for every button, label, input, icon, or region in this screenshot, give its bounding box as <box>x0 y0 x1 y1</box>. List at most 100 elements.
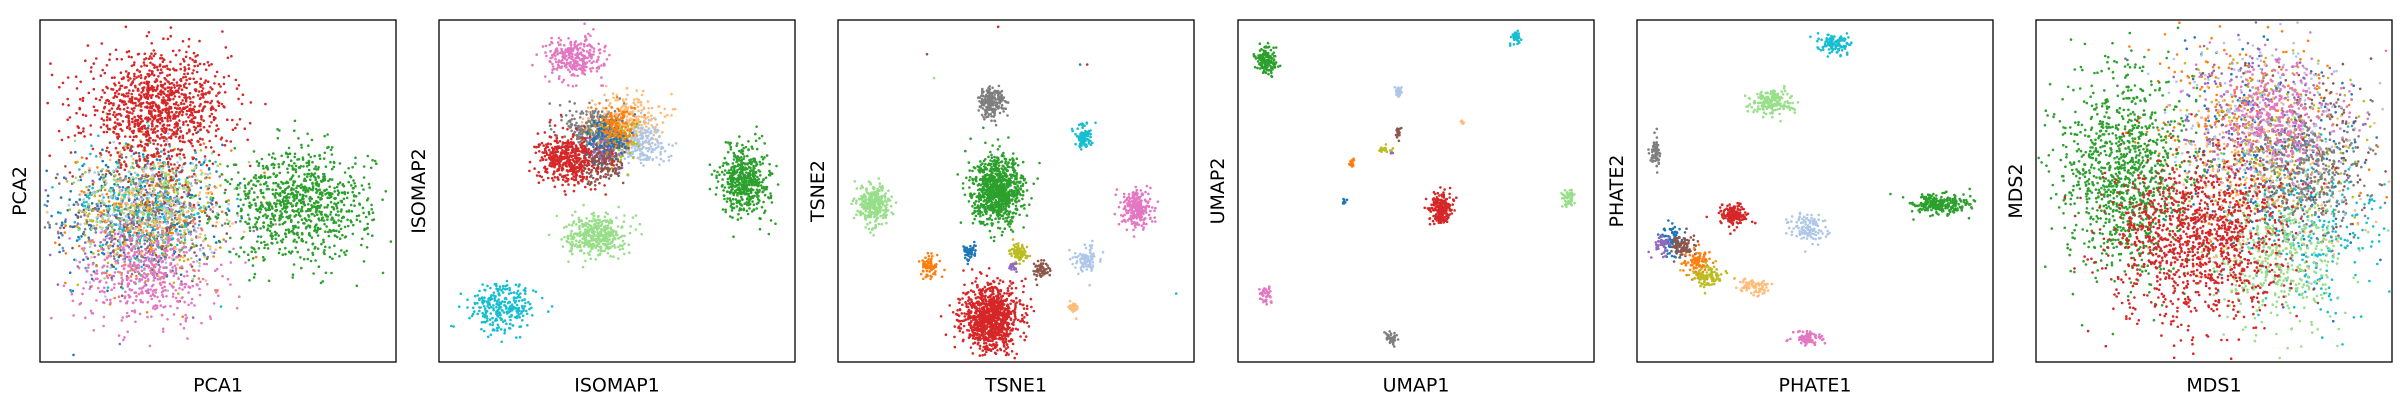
pca-point-cluster-11 <box>119 71 123 74</box>
pca-point-cluster-4 <box>94 207 98 211</box>
pca-point-cluster-2 <box>194 178 197 182</box>
isomap-point-cluster-1 <box>548 124 552 127</box>
pca-point-cluster-11 <box>183 69 186 72</box>
pca-point-cluster-11 <box>188 82 191 86</box>
isomap-point-cluster-0 <box>592 60 595 63</box>
isomap-point-cluster-1 <box>565 122 569 125</box>
pca-point-cluster-10 <box>87 263 90 267</box>
pca-point-cluster-12 <box>369 166 373 170</box>
pca-point-cluster-9 <box>190 257 193 260</box>
pca-point-cluster-2 <box>127 245 131 249</box>
pca-point-cluster-10 <box>127 264 130 268</box>
pca-point-cluster-7 <box>147 196 151 200</box>
pca-point-cluster-11 <box>198 62 202 66</box>
isomap-point-cluster-1 <box>585 110 588 113</box>
pca-point-cluster-11 <box>115 57 119 61</box>
pca-point-cluster-8 <box>160 221 164 224</box>
pca-point-cluster-10 <box>102 315 106 319</box>
pca-point-cluster-0 <box>186 194 189 198</box>
pca-point-cluster-10 <box>145 275 149 278</box>
pca-point-cluster-11 <box>226 56 230 60</box>
pca-point-cluster-9 <box>111 227 114 231</box>
pca-point-cluster-12 <box>338 181 342 184</box>
pca-point-cluster-11 <box>160 71 164 74</box>
pca-point-cluster-11 <box>215 70 219 74</box>
pca-point-cluster-12 <box>370 208 374 211</box>
pca-point-cluster-7 <box>137 198 141 201</box>
pca-point-cluster-12 <box>316 226 320 230</box>
isomap-point-cluster-0 <box>589 34 592 38</box>
pca-point-cluster-0 <box>45 169 48 173</box>
pca-point-cluster-10 <box>220 263 223 267</box>
pca-point-cluster-10 <box>110 274 114 278</box>
pca-point-cluster-10 <box>188 249 191 252</box>
pca-point-cluster-10 <box>90 311 94 315</box>
pca-point-cluster-11 <box>60 138 64 142</box>
pca-point-cluster-12 <box>300 218 304 221</box>
pca-point-cluster-11 <box>146 139 150 142</box>
pca-point-cluster-12 <box>282 195 286 199</box>
pca-point-cluster-10 <box>164 231 168 235</box>
pca-point-cluster-11 <box>140 91 143 94</box>
pca-point-cluster-12 <box>228 250 232 254</box>
pca-point-cluster-12 <box>285 215 288 219</box>
pca-point-cluster-6 <box>156 200 159 204</box>
pca-point-cluster-9 <box>143 177 146 181</box>
pca-point-cluster-10 <box>164 249 167 253</box>
pca-point-cluster-12 <box>270 163 273 166</box>
pca-point-cluster-11 <box>186 123 190 127</box>
pca-point-cluster-11 <box>58 85 61 89</box>
pca-point-cluster-11 <box>134 151 138 154</box>
pca-point-cluster-11 <box>146 118 149 122</box>
pca-point-cluster-4 <box>134 183 137 186</box>
pca-point-cluster-12 <box>259 227 262 230</box>
pca-point-cluster-11 <box>182 102 186 106</box>
pca-point-cluster-12 <box>270 156 274 159</box>
pca-point-cluster-7 <box>150 169 154 172</box>
pca-point-cluster-11 <box>102 130 106 134</box>
pca-point-cluster-9 <box>160 170 163 173</box>
isomap-point-cluster-0 <box>597 42 600 46</box>
pca-point-cluster-11 <box>161 129 164 133</box>
pca-point-cluster-4 <box>185 221 188 224</box>
pca-point-cluster-12 <box>353 182 356 185</box>
pca-point-cluster-8 <box>95 223 99 227</box>
isomap-point-cluster-0 <box>571 85 575 88</box>
pca-point-cluster-11 <box>217 104 221 108</box>
pca-point-cluster-12 <box>298 184 301 188</box>
pca-point-cluster-10 <box>117 334 121 337</box>
pca-point-cluster-12 <box>277 165 281 169</box>
pca-point-cluster-11 <box>117 92 120 96</box>
pca-point-cluster-9 <box>116 251 119 255</box>
pca-point-cluster-0 <box>143 184 147 188</box>
pca-point-cluster-10 <box>150 257 153 260</box>
isomap-point-cluster-0 <box>544 51 547 54</box>
pca-point-cluster-10 <box>88 287 92 291</box>
pca-point-cluster-11 <box>185 86 188 90</box>
isomap-point-cluster-0 <box>551 68 554 71</box>
pca-point-cluster-7 <box>118 239 121 242</box>
pca-point-cluster-12 <box>320 242 323 246</box>
pca-point-cluster-12 <box>229 236 232 240</box>
isomap-point-cluster-0 <box>596 58 600 61</box>
pca-point-cluster-11 <box>199 143 202 146</box>
pca-point-cluster-11 <box>138 70 142 73</box>
pca-point-cluster-7 <box>107 232 110 235</box>
pca-point-cluster-10 <box>121 316 124 319</box>
pca-point-cluster-11 <box>107 102 111 106</box>
pca-point-cluster-2 <box>151 253 154 257</box>
pca-point-cluster-7 <box>87 171 91 174</box>
pca-point-cluster-12 <box>345 196 349 200</box>
pca-point-cluster-9 <box>146 210 149 214</box>
pca-point-cluster-10 <box>172 274 176 278</box>
pca-point-cluster-11 <box>150 52 153 55</box>
pca-point-cluster-11 <box>98 98 102 102</box>
pca-point-cluster-5 <box>68 208 72 211</box>
pca-point-cluster-6 <box>146 213 150 216</box>
pca-point-cluster-8 <box>105 220 108 223</box>
pca-point-cluster-12 <box>284 199 287 203</box>
pca-point-cluster-10 <box>177 238 180 242</box>
pca-point-cluster-12 <box>384 190 388 193</box>
pca-point-cluster-11 <box>177 104 180 107</box>
pca-point-cluster-12 <box>274 205 278 208</box>
